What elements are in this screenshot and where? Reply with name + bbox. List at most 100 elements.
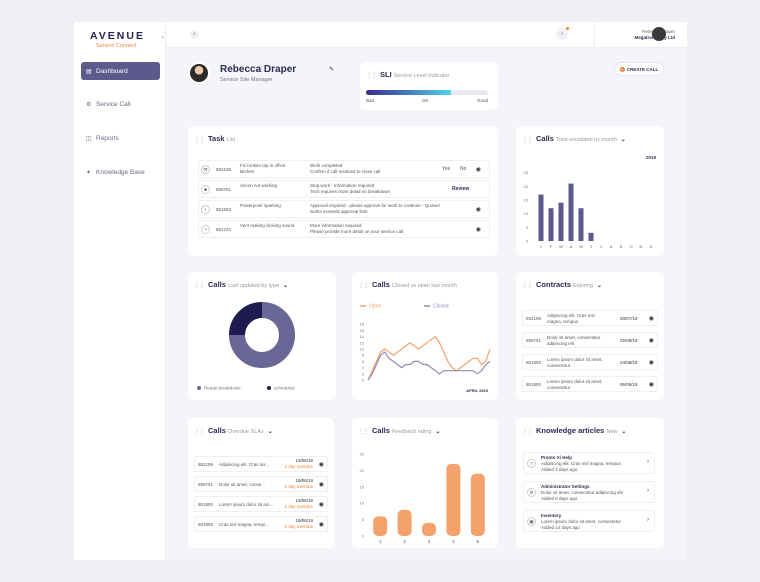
create-call-button[interactable]: + CREATE CALL: [614, 62, 664, 76]
knowledge-row[interactable]: ▣ Inventory Lorem ipsum dolor sit amet, …: [523, 510, 655, 532]
chart-date: APRIL 2019: [466, 388, 489, 393]
calls-escalated-card: ⋮⋮ Calls Total escalated by month ⌄ 2019 0 5…: [516, 126, 664, 256]
knowledge-row[interactable]: ? Pronto Xi Help Adipiscing elit. Cras n…: [523, 452, 655, 474]
sli-label-ok: OK: [422, 98, 429, 103]
eye-icon[interactable]: ◉: [318, 502, 324, 508]
bell-icon[interactable]: ♪: [556, 27, 569, 40]
card-title: ⋮⋮ Calls Last updated by type ⌄: [194, 280, 289, 289]
drag-handle-icon[interactable]: ⋮⋮: [522, 283, 533, 289]
bar: [446, 463, 461, 536]
chevron-down-icon[interactable]: ⌄: [620, 137, 626, 143]
x-tick-label: 3: [428, 539, 431, 544]
contract-row[interactable]: 851893 Lorem ipsum dolor sit amet, conse…: [522, 354, 658, 370]
sidebar-item-knowledge-base[interactable]: ✦ Knowledge Base: [81, 163, 160, 181]
contracts-card: ⋮⋮ Contracts Expiring ⌄ 852159 Adipiscing e…: [516, 272, 664, 400]
drag-handle-icon[interactable]: ⋮⋮: [522, 137, 533, 143]
overdue-row[interactable]: 851893 Cras nisl magna, tempi... 19/06/1…: [194, 516, 328, 532]
eye-icon[interactable]: ◉: [648, 360, 654, 366]
chevron-right-icon[interactable]: ›: [647, 517, 649, 523]
chevron-down-icon[interactable]: ⌄: [596, 283, 602, 289]
knowledge-card: ⋮⋮ Knowledge articles New ⌄ ? Pronto Xi Hel…: [516, 418, 664, 548]
call-id: 851893: [198, 522, 214, 527]
chevron-down-icon[interactable]: ⌄: [160, 34, 166, 40]
sli-label-bad: Bad: [366, 98, 375, 103]
overdue-row[interactable]: 851893 Lorem ipsum dolor sit am... 19/06…: [194, 496, 328, 512]
search-icon[interactable]: ⌕: [190, 30, 199, 39]
chevron-down-icon[interactable]: ⌄: [435, 429, 441, 435]
divider: [594, 22, 595, 48]
x-tick-label: M: [559, 244, 562, 249]
eye-icon[interactable]: ◉: [475, 167, 481, 173]
contract-row[interactable]: 859751 Dolor sit amet, consectetur adipi…: [522, 332, 658, 348]
yes-button[interactable]: Yes: [442, 166, 451, 172]
legend-swatch: [267, 386, 271, 390]
eye-icon[interactable]: ◉: [648, 316, 654, 322]
chevron-down-icon[interactable]: ⌄: [621, 429, 627, 435]
eye-icon[interactable]: ◉: [648, 382, 654, 388]
pin-icon[interactable]: ✎: [329, 67, 335, 73]
logo[interactable]: AVENUE Service Connect ⌄: [90, 30, 165, 49]
x-tick-label: J: [590, 244, 592, 249]
eye-icon[interactable]: ◉: [318, 522, 324, 528]
contract-row[interactable]: 852159 Adipiscing elit. Cras nisl magna,…: [522, 310, 658, 326]
sidebar-item-label: Reports: [96, 134, 119, 142]
task-row[interactable]: ? 851744 Vent making clicking sound More…: [198, 220, 490, 238]
drag-handle-icon[interactable]: ⋮⋮: [194, 429, 205, 435]
drag-handle-icon[interactable]: ⋮⋮: [522, 429, 533, 435]
legend-label: scheduled: [274, 386, 295, 391]
settings-icon: ⚙: [527, 488, 536, 497]
eye-icon[interactable]: ◉: [475, 207, 481, 213]
chevron-right-icon[interactable]: ›: [647, 459, 649, 465]
contract-text: Lorem ipsum dolor sit amet, consectetur: [547, 357, 603, 368]
task-row[interactable]: ■ 859751 Aircon not working Stop work - …: [198, 180, 490, 198]
drag-handle-icon[interactable]: ⋮⋮: [358, 283, 369, 289]
sidebar-item-dashboard[interactable]: ▤ Dashboard: [81, 62, 160, 80]
chevron-right-icon[interactable]: ›: [647, 488, 649, 494]
call-text: Lorem ipsum dolor sit am...: [219, 502, 274, 507]
x-tick-label: J: [600, 244, 602, 249]
call-id: 859751: [198, 482, 214, 487]
drag-handle-icon[interactable]: ⋮⋮: [194, 283, 205, 289]
sidebar-item-reports[interactable]: ◫ Reports: [81, 129, 160, 147]
dashboard-icon: ▤: [86, 68, 92, 75]
calls-type-card: ⋮⋮ Calls Last updated by type ⌄ Reade break…: [188, 272, 336, 400]
overdue-label: 1 day overdue: [284, 484, 313, 489]
sli-card: ⋮⋮ SLI Service Level Indicator Bad OK Good: [360, 62, 498, 110]
contract-id: 852159: [526, 316, 542, 321]
x-tick-label: S: [620, 244, 623, 249]
avatar[interactable]: [652, 27, 666, 41]
legend-label: Closed: [433, 304, 449, 310]
brand-name: AVENUE: [90, 30, 145, 42]
task-row[interactable]: ⚒ 852159 Fix broken tap in office kitche…: [198, 160, 490, 178]
sidebar-item-service-call[interactable]: ⚙ Service Call: [81, 95, 160, 113]
legend-label: Reade breakdown: [204, 386, 241, 391]
eye-icon[interactable]: ◉: [318, 462, 324, 468]
eye-icon[interactable]: ◉: [475, 227, 481, 233]
contract-row[interactable]: 851893 Lorem ipsum dolor sit amet, conse…: [522, 376, 658, 392]
x-tick-label: 2: [403, 539, 406, 544]
feedback-card: ⋮⋮ Calls Feedback rating ⌄ 0 5 10 15 20 25 1 2 3 4 5: [352, 418, 498, 548]
drag-handle-icon[interactable]: ⋮⋮: [194, 137, 205, 143]
overdue-row[interactable]: 859751 Dolor sit amet, conse... 19/06/19…: [194, 476, 328, 492]
chevron-down-icon[interactable]: ⌄: [283, 283, 289, 289]
task-desc: Fix broken tap in office kitchen: [240, 163, 286, 174]
y-tick-label: 25: [360, 452, 365, 457]
knowledge-row[interactable]: ⚙ Administrator Settings Dolor sit amet,…: [523, 481, 655, 503]
bar: [568, 183, 574, 241]
y-tick-label: 14: [360, 334, 365, 339]
task-row[interactable]: ! 851893 Powerpoint sparking Approval re…: [198, 200, 490, 218]
bar: [538, 194, 544, 241]
drag-handle-icon[interactable]: ⋮⋮: [358, 429, 369, 435]
call-date: 15/06/19: [295, 458, 313, 463]
x-tick-label: O: [629, 244, 632, 249]
x-tick-label: A: [610, 244, 613, 249]
no-button[interactable]: No: [460, 166, 467, 172]
drag-handle-icon[interactable]: ⋮⋮: [366, 73, 377, 79]
eye-icon[interactable]: ◉: [318, 482, 324, 488]
review-button[interactable]: Review: [452, 186, 470, 192]
y-tick-label: 0: [362, 378, 365, 383]
chevron-down-icon[interactable]: ⌄: [267, 429, 273, 435]
eye-icon[interactable]: ◉: [648, 338, 654, 344]
overdue-row[interactable]: 852159 Adipiscing elit. Cras nis... 15/0…: [194, 456, 328, 472]
bar: [588, 232, 594, 241]
